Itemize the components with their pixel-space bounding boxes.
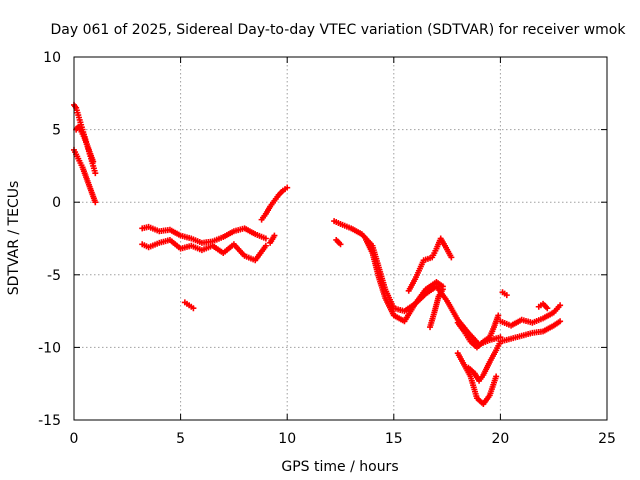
x-axis-label: GPS time / hours — [281, 459, 398, 475]
y-tick-label: 5 — [52, 123, 61, 139]
chart-title: Day 061 of 2025, Sidereal Day-to-day VTE… — [51, 22, 627, 38]
data-point — [337, 241, 344, 248]
series-track-8 — [267, 232, 278, 246]
x-tick-label: 25 — [598, 431, 616, 447]
series-track-12 — [405, 235, 455, 294]
data-point — [557, 318, 564, 325]
y-tick-label: 0 — [52, 195, 61, 211]
y-tick-label: -5 — [47, 268, 61, 284]
series-track-10 — [333, 236, 344, 248]
series-track-15 — [454, 350, 500, 408]
y-tick-label: 10 — [43, 50, 61, 66]
data-point — [262, 242, 269, 249]
x-tick-label: 5 — [176, 431, 185, 447]
data-point — [557, 302, 564, 309]
x-tick-label: 15 — [385, 431, 403, 447]
data-point — [190, 305, 197, 312]
series-track-13 — [427, 286, 446, 331]
series-track-18 — [499, 289, 510, 299]
series-track-3 — [73, 123, 97, 165]
y-axis-label: SDTVAR / TECUs — [6, 181, 22, 296]
data-point — [262, 235, 269, 242]
grid-lines — [74, 57, 607, 420]
y-tick-label: -15 — [38, 413, 61, 429]
data-point — [493, 373, 500, 380]
y-tick-label: -10 — [38, 340, 61, 356]
series-track-4 — [139, 223, 269, 246]
data-point — [90, 158, 97, 165]
y-tick-labels: -15 -10 -5 0 5 10 — [38, 50, 61, 429]
data-point — [439, 286, 446, 293]
data-point — [92, 170, 99, 177]
data-point — [92, 199, 99, 206]
series-track-16 — [465, 318, 564, 384]
data-points — [71, 101, 564, 408]
x-tick-label: 20 — [491, 431, 509, 447]
plot-frame — [73, 56, 608, 421]
series-track-2 — [71, 146, 99, 206]
data-point — [448, 254, 455, 261]
series-track-19 — [535, 300, 551, 312]
x-tick-label: 10 — [278, 431, 296, 447]
x-tick-labels: 0 5 10 15 20 25 — [70, 431, 616, 447]
series-track-6 — [181, 299, 197, 312]
series-track-14 — [454, 312, 502, 351]
data-point — [503, 292, 510, 299]
series-track-17 — [497, 302, 564, 329]
data-point — [271, 232, 278, 239]
series-track-7 — [258, 184, 291, 223]
x-tick-label: 0 — [70, 431, 79, 447]
data-point — [495, 312, 502, 319]
data-point — [544, 305, 551, 312]
series-track-5 — [139, 236, 269, 264]
data-point — [284, 184, 291, 191]
